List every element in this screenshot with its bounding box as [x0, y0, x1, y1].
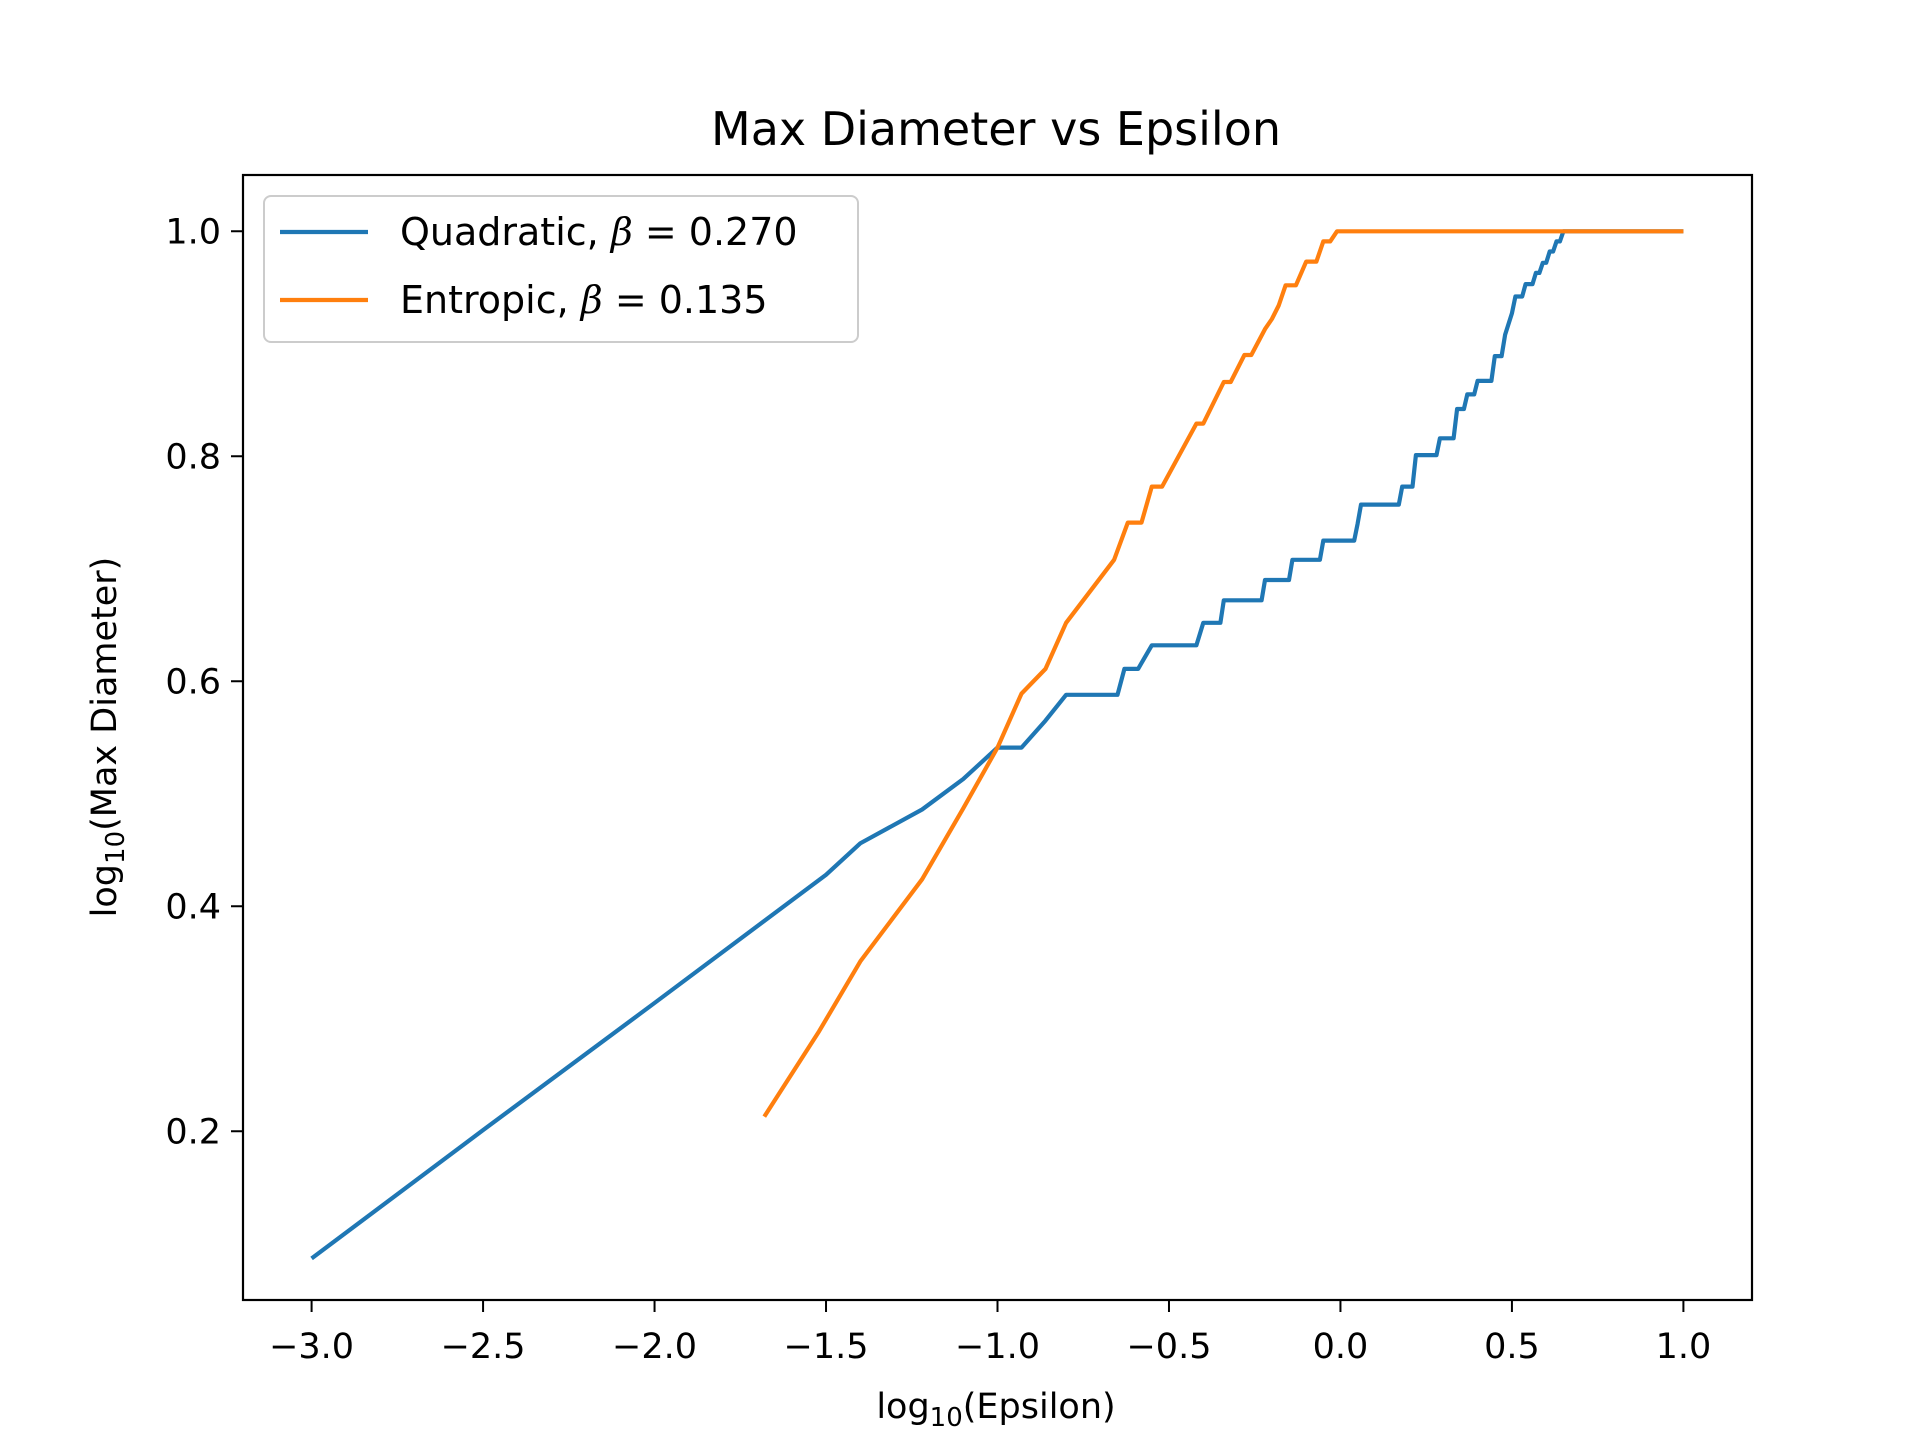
x-tick-label: −3.0 [269, 1327, 354, 1367]
legend: Quadratic, β = 0.270 Entropic, β = 0.135 [263, 195, 859, 343]
legend-label-0: Quadratic, β = 0.270 [400, 210, 798, 254]
x-tick-label: 1.0 [1656, 1327, 1712, 1367]
x-axis-label: log10(Epsilon) [876, 1387, 1115, 1433]
series-layer [310, 229, 1684, 1261]
y-axis-label: log10(Max Diameter) [85, 557, 131, 918]
legend-label-1: Entropic, β = 0.135 [400, 278, 768, 322]
legend-box [263, 195, 859, 343]
x-tick-label: −2.5 [441, 1327, 526, 1367]
plot-frame [241, 173, 1754, 1302]
x-axis-label-log: log [876, 1387, 929, 1427]
chart-title: Max Diameter vs Epsilon [711, 102, 1281, 156]
x-tick-label: 0.0 [1313, 1327, 1369, 1367]
x-axis-label-sub: 10 [930, 1403, 963, 1433]
y-tick-label: 0.4 [165, 887, 221, 927]
y-tick-label: 0.8 [165, 437, 221, 477]
y-axis: 0.2 0.4 0.6 0.8 1.0 [165, 212, 243, 1152]
y-axis-label-log: log [85, 864, 125, 917]
x-tick-label: −0.5 [1126, 1327, 1211, 1367]
y-axis-label-sub: 10 [101, 831, 131, 864]
x-tick-label: −1.5 [784, 1327, 869, 1367]
x-tick-label: −1.0 [955, 1327, 1040, 1367]
series-line-0 [310, 229, 1684, 1261]
y-tick-label: 0.6 [165, 662, 221, 702]
series-line-1 [762, 229, 1684, 1118]
x-axis: −3.0 −2.5 −2.0 −1.5 −1.0 −0.5 0.0 0.5 1.0 [269, 1300, 1711, 1367]
y-tick-label: 0.2 [165, 1112, 221, 1152]
x-tick-label: −2.0 [612, 1327, 697, 1367]
y-tick-label: 1.0 [165, 212, 221, 252]
x-axis-label-rest: (Epsilon) [963, 1387, 1116, 1427]
x-tick-label: 0.5 [1484, 1327, 1540, 1367]
y-axis-label-rest: (Max Diameter) [85, 557, 125, 831]
